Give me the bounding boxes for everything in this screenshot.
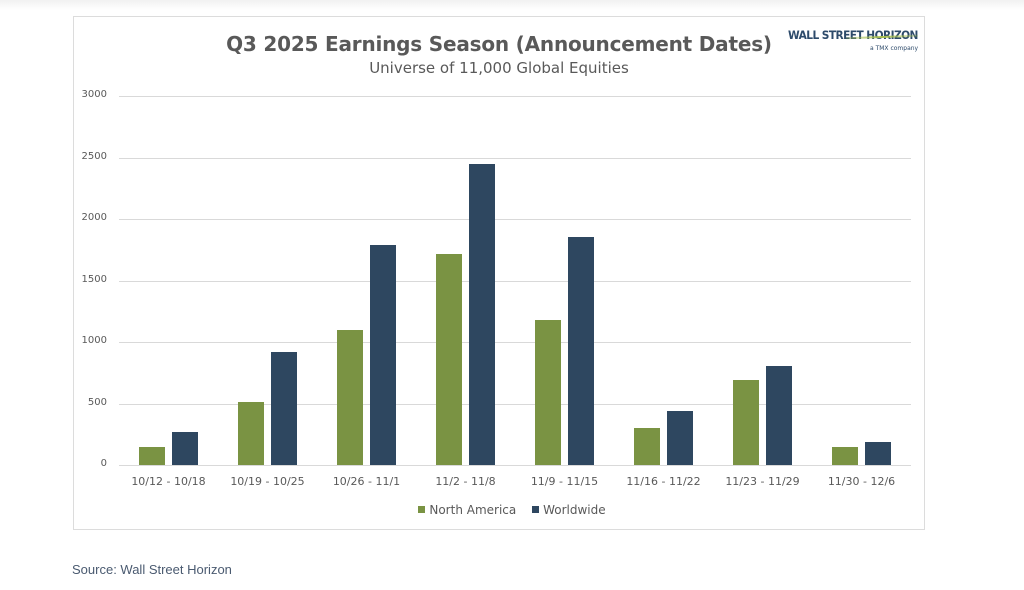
legend-item-worldwide: Worldwide xyxy=(532,503,606,517)
source-caption: Source: Wall Street Horizon xyxy=(72,562,232,577)
wall-street-horizon-logo: WALL STREET HORIZON a TMX company xyxy=(788,28,918,64)
chart-legend: North America Worldwide xyxy=(0,502,1024,517)
x-tick-label: 11/9 - 11/15 xyxy=(530,475,599,488)
x-tick-label: 11/16 - 11/22 xyxy=(626,475,701,488)
gridline xyxy=(119,96,911,97)
bar-north-america xyxy=(138,447,165,465)
chart-title: Q3 2025 Earnings Season (Announcement Da… xyxy=(226,32,772,56)
legend-swatch-blue-icon xyxy=(532,506,540,513)
bar-worldwide xyxy=(568,236,594,465)
logo-subtext: a TMX company xyxy=(870,45,919,52)
bar-worldwide xyxy=(271,351,297,465)
logo-text: WALL STREET HORIZON xyxy=(788,28,918,42)
gridline xyxy=(119,342,911,343)
x-tick-label: 11/2 - 11/8 xyxy=(435,475,496,488)
legend-label: North America xyxy=(429,502,517,517)
y-tick-label: 1000 xyxy=(81,335,107,346)
y-tick-label: 0 xyxy=(100,458,107,469)
legend-swatch-green-icon xyxy=(418,506,426,513)
x-tick-label: 10/12 - 10/18 xyxy=(131,475,206,488)
x-tick-label: 10/26 - 11/1 xyxy=(332,475,401,488)
bar-worldwide xyxy=(766,365,792,465)
top-fade xyxy=(0,0,1024,10)
bar-north-america xyxy=(336,330,363,465)
x-tick-label: 11/30 - 12/6 xyxy=(827,475,896,488)
bar-north-america xyxy=(732,380,759,465)
bar-north-america xyxy=(435,254,462,465)
gridline xyxy=(119,281,911,282)
y-tick-label: 2500 xyxy=(81,150,107,162)
bar-worldwide xyxy=(469,163,495,465)
bar-worldwide xyxy=(667,410,693,465)
y-tick-label: 1500 xyxy=(81,273,107,285)
bar-north-america xyxy=(237,402,264,465)
bar-worldwide xyxy=(370,245,396,465)
legend-item-north-america: North America xyxy=(418,503,516,517)
legend-label: Worldwide xyxy=(543,502,606,517)
bar-north-america xyxy=(534,319,561,465)
y-tick-label: 500 xyxy=(87,396,107,408)
y-tick-label: 2000 xyxy=(81,212,107,223)
bar-north-america xyxy=(831,446,858,465)
bar-worldwide xyxy=(865,442,891,465)
y-tick-label: 3000 xyxy=(81,89,107,100)
chart-subtitle: Universe of 11,000 Global Equities xyxy=(369,59,629,77)
x-tick-label: 10/19 - 10/25 xyxy=(230,475,305,488)
gridline xyxy=(119,158,911,159)
bar-worldwide xyxy=(172,432,198,465)
gridline xyxy=(119,465,911,466)
x-tick-label: 11/23 - 11/29 xyxy=(725,475,800,488)
gridline xyxy=(119,404,911,405)
gridline xyxy=(119,219,911,220)
bar-north-america xyxy=(633,428,660,465)
